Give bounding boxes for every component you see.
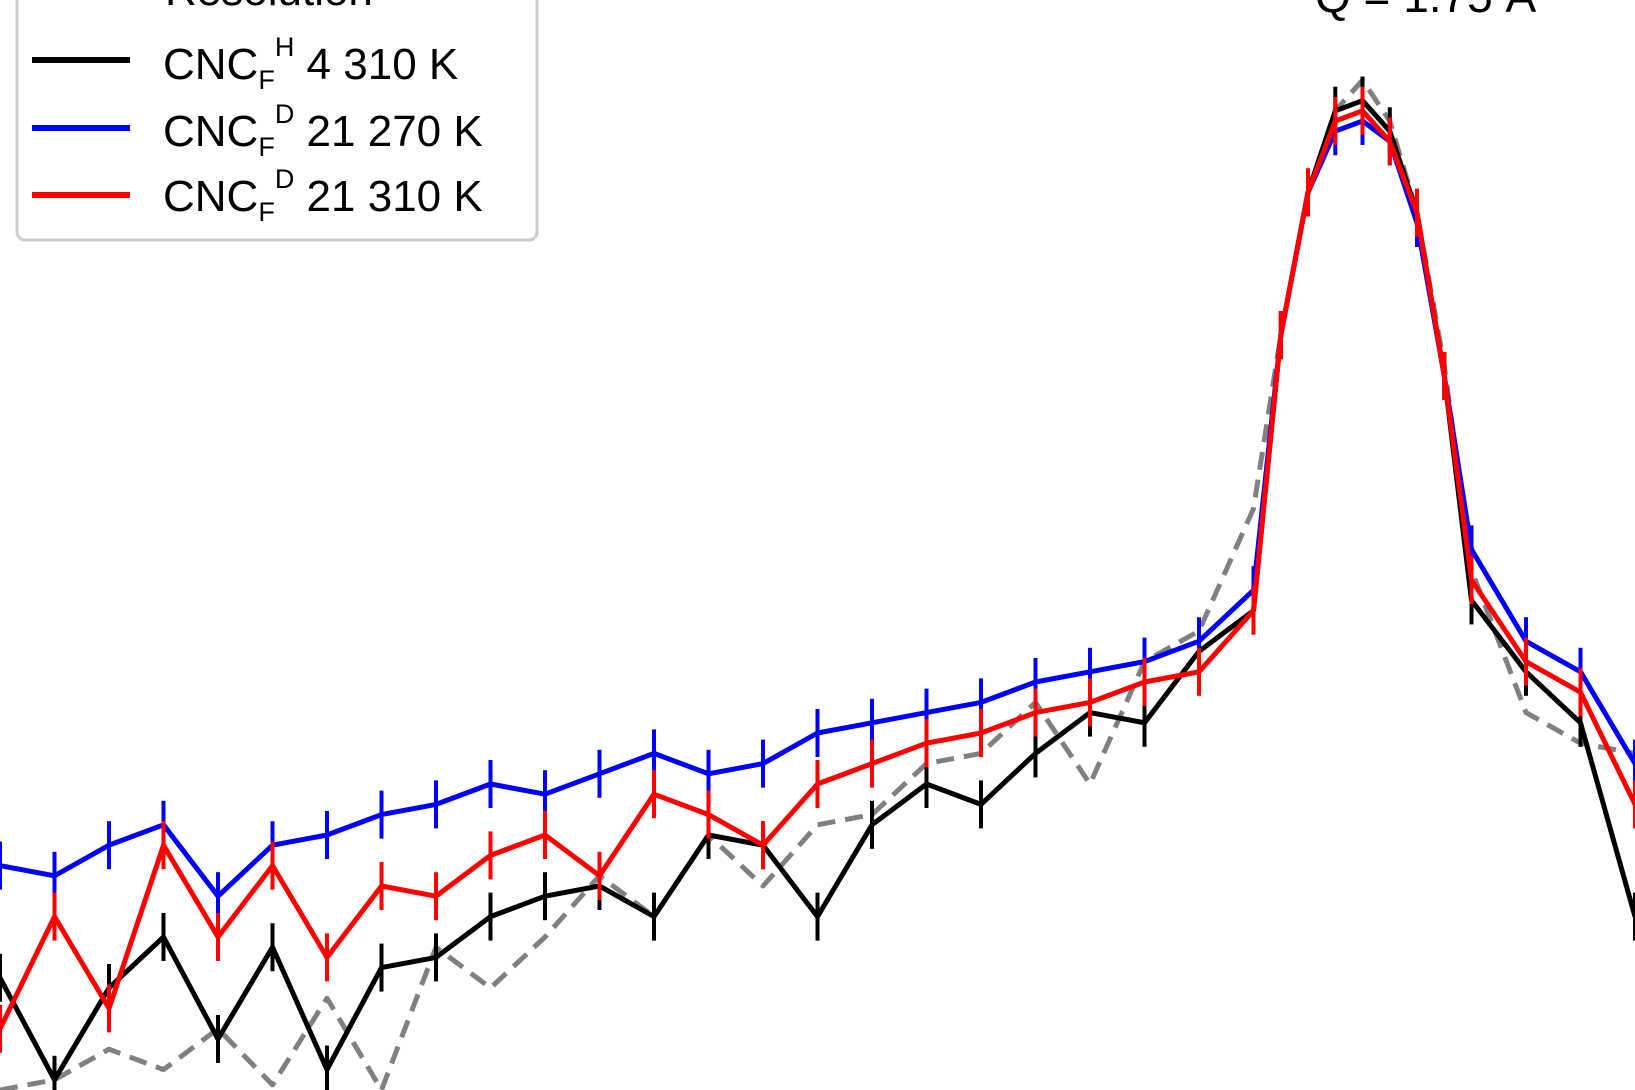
legend-entry-cnc-d-21-310k: CNCFD 21 310 K <box>32 164 483 227</box>
legend-label: CNCFD 21 310 K <box>163 164 483 227</box>
legend-entry-cnc-h-4-310k: CNCFH 4 310 K <box>32 32 458 95</box>
q-annotation: Q = 1.75 Å <box>1315 0 1537 22</box>
series-line <box>0 108 1635 1030</box>
series-cnc-f-d-21-310-k <box>0 86 1635 1053</box>
legend: Resolution CNCFH 4 310 K CNCFD 21 270 K … <box>15 0 539 242</box>
plot-area <box>0 76 1635 1090</box>
legend-label: CNCFD 21 270 K <box>163 99 483 162</box>
legend-frame <box>15 0 539 242</box>
legend-entry-cnc-d-21-270k: CNCFD 21 270 K <box>32 99 483 162</box>
legend-partial-entry: Resolution <box>165 0 373 15</box>
legend-label: CNCFH 4 310 K <box>163 32 458 95</box>
